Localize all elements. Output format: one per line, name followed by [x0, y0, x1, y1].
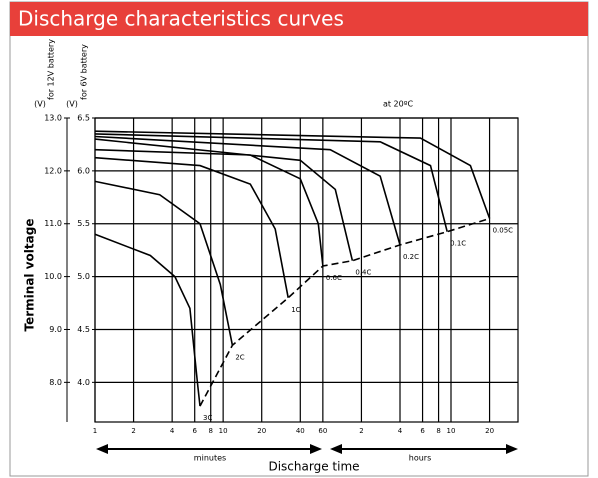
discharge-curve [94, 180, 234, 346]
x-tick-label: 4 [398, 427, 403, 435]
y2-tick-label: 4.5 [77, 325, 90, 334]
time-arrows [96, 444, 518, 454]
arrow-head [310, 444, 322, 454]
header-bar [10, 2, 588, 36]
x-group-label: minutes [194, 454, 226, 463]
x-tick-label: 10 [219, 427, 228, 435]
arrow-head [96, 444, 108, 454]
y-tick-label: 8.0 [49, 378, 62, 387]
curve-label: 2C [235, 353, 244, 361]
chart-title: Discharge characteristics curves [18, 7, 344, 31]
x-tick-label: 2 [359, 427, 363, 435]
curve-label: 0.4C [355, 269, 371, 277]
end-voltage-line [199, 217, 490, 407]
annotation: at 20ºC [383, 100, 414, 109]
discharge-curve [94, 135, 401, 246]
x-tick-label: 8 [208, 427, 212, 435]
y-unit: (V) [66, 100, 78, 109]
y2-tick-label: 4.0 [77, 378, 90, 387]
discharge-curve [94, 156, 289, 298]
x-tick-label: 20 [257, 427, 266, 435]
x-tick-label: 4 [170, 427, 175, 435]
discharge-curve [94, 233, 201, 407]
x-tick-label: 40 [296, 427, 305, 435]
x-tick-label: 1 [93, 427, 97, 435]
x-group-label: hours [409, 454, 432, 463]
curve-label: 0.2C [403, 253, 419, 261]
curve-label: 3C [203, 414, 212, 422]
x-tick-label: 6 [192, 427, 197, 435]
x-tick-label: 2 [131, 427, 135, 435]
plot-frame [94, 117, 519, 423]
curve-label: 0.05C [493, 226, 514, 234]
y2-tick-label: 6.0 [77, 166, 90, 175]
y-tick-label: 11.0 [44, 219, 62, 228]
curve-label: 0.1C [450, 240, 466, 248]
curve-label: 0.6C [326, 274, 342, 282]
y2-tick-label: 6.5 [77, 114, 90, 123]
discharge-curve [94, 130, 491, 219]
y-label-12v: for 12V battery [47, 39, 56, 100]
arrow-head [506, 444, 518, 454]
y-label-6v: for 6V battery [80, 44, 89, 100]
y2-tick-label: 5.5 [77, 219, 90, 228]
x-axis-title: Discharge time [268, 460, 359, 474]
x-tick-label: 6 [420, 427, 425, 435]
x-tick-label: 8 [436, 427, 440, 435]
x-tick-label: 60 [318, 427, 327, 435]
y-tick-label: 12.0 [44, 166, 62, 175]
y-tick-label: 10.0 [44, 272, 62, 281]
x-tick-label: 10 [447, 427, 456, 435]
y-tick-label: 9.0 [49, 325, 62, 334]
y2-tick-label: 5.0 [77, 272, 90, 281]
arrow-head [330, 444, 342, 454]
x-tick-label: 20 [485, 427, 494, 435]
y-axis-title: Terminal voltage [23, 219, 37, 332]
frame [9, 1, 589, 477]
curve-label: 1C [291, 306, 300, 314]
y-tick-label: 13.0 [44, 114, 62, 123]
discharge-curve [94, 138, 354, 261]
y-unit: (V) [34, 100, 46, 109]
discharge-curve [94, 148, 324, 267]
discharge-curve [94, 133, 448, 232]
